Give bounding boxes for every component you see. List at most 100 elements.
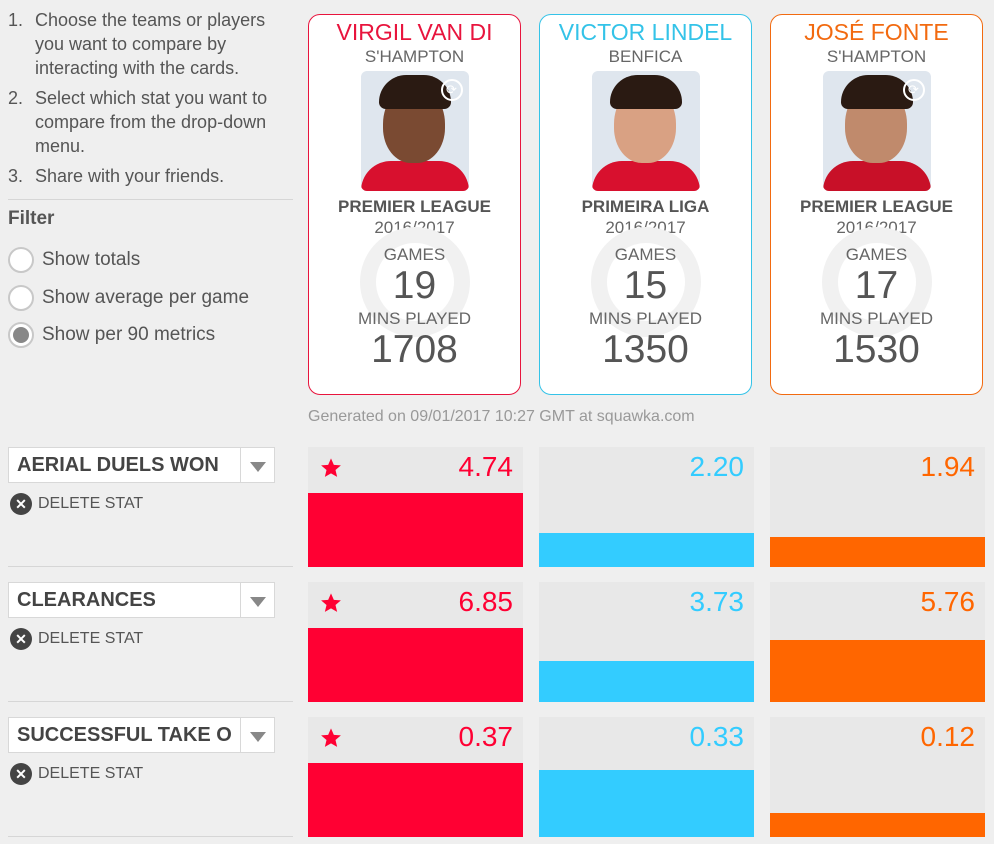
stat-bar-fill bbox=[770, 640, 985, 702]
delete-stat-label: DELETE STAT bbox=[38, 765, 144, 782]
stat-bar-cell: 6.85 bbox=[308, 582, 523, 702]
instruction-item: 2. Select which stat you want to compare … bbox=[8, 88, 268, 156]
player-photo[interactable]: ⟳ bbox=[360, 71, 469, 191]
games-value: 17 bbox=[854, 264, 899, 307]
instructions: 1. Choose the teams or players you want t… bbox=[8, 8, 293, 194]
stat-value: 0.33 bbox=[689, 721, 745, 752]
stat-value: 1.94 bbox=[920, 451, 976, 482]
mins-value: 1708 bbox=[371, 328, 458, 371]
divider bbox=[8, 836, 293, 837]
league-name: PREMIER LEAGUE bbox=[337, 197, 492, 216]
close-icon[interactable]: ✕ bbox=[10, 763, 32, 785]
player-name: VIRGIL VAN DI bbox=[336, 19, 493, 45]
star-icon bbox=[320, 457, 342, 479]
stat-value: 4.74 bbox=[458, 451, 514, 482]
chevron-down-icon[interactable] bbox=[240, 448, 274, 482]
player-photo[interactable]: ⟳ bbox=[822, 71, 931, 191]
stat-value: 2.20 bbox=[689, 451, 745, 482]
stat-bar-cell: 2.20 bbox=[539, 447, 754, 567]
stat-bar-cell: 1.94 bbox=[770, 447, 985, 567]
shirt-shape bbox=[360, 161, 469, 191]
league-name: PRIMEIRA LIGA bbox=[581, 197, 710, 216]
stat-bar-cell: 3.73 bbox=[539, 582, 754, 702]
stat-bar-cell: 4.74 bbox=[308, 447, 523, 567]
delete-stat-label: DELETE STAT bbox=[38, 630, 144, 647]
stat-value: 0.12 bbox=[920, 721, 976, 752]
stat-bar-cell: 0.37 bbox=[308, 717, 523, 837]
hair-shape bbox=[840, 75, 913, 109]
stat-value: 3.73 bbox=[689, 586, 745, 617]
mins-value: 1530 bbox=[833, 328, 920, 371]
radio-button[interactable] bbox=[8, 247, 34, 273]
radio-button[interactable] bbox=[8, 285, 34, 311]
close-icon[interactable]: ✕ bbox=[10, 493, 32, 515]
delete-stat-button[interactable]: ✕ DELETE STAT bbox=[10, 763, 143, 785]
stat-bar-cell: 0.12 bbox=[770, 717, 985, 837]
instruction-item: 3. Share with your friends. bbox=[8, 166, 225, 186]
divider bbox=[8, 199, 293, 200]
stat-bar-cell: 0.33 bbox=[539, 717, 754, 837]
stat-bar-cell: 5.76 bbox=[770, 582, 985, 702]
stat-bar-fill bbox=[308, 763, 523, 837]
shirt-shape bbox=[591, 161, 700, 191]
radio-label: Show per 90 metrics bbox=[42, 324, 216, 345]
swap-icon[interactable]: ⟳ bbox=[440, 79, 463, 101]
team-name: S'HAMPTON bbox=[364, 47, 465, 66]
stat-dropdown-value: AERIAL DUELS WON bbox=[17, 454, 219, 476]
games-label: GAMES bbox=[614, 245, 677, 264]
radio-label: Show average per game bbox=[42, 287, 250, 308]
mins-value: 1350 bbox=[602, 328, 689, 371]
radio-button[interactable] bbox=[8, 322, 34, 348]
games-label: GAMES bbox=[845, 245, 908, 264]
player-photo[interactable] bbox=[591, 71, 700, 191]
stat-dropdown[interactable]: SUCCESSFUL TAKE O bbox=[8, 717, 275, 753]
games-label: GAMES bbox=[383, 245, 446, 264]
divider bbox=[8, 566, 293, 567]
team-name: BENFICA bbox=[608, 47, 683, 66]
player-name: VICTOR LINDEL bbox=[558, 19, 733, 45]
stat-dropdown-value: SUCCESSFUL TAKE O bbox=[17, 724, 232, 746]
hair-shape bbox=[609, 75, 682, 109]
mins-label: MINS PLAYED bbox=[357, 309, 472, 328]
mins-label: MINS PLAYED bbox=[819, 309, 934, 328]
league-name: PREMIER LEAGUE bbox=[799, 197, 954, 216]
chevron-down-icon[interactable] bbox=[240, 718, 274, 752]
hair-shape bbox=[378, 75, 451, 109]
mins-label: MINS PLAYED bbox=[588, 309, 703, 328]
close-icon[interactable]: ✕ bbox=[10, 628, 32, 650]
divider bbox=[8, 701, 293, 702]
chevron-down-icon[interactable] bbox=[240, 583, 274, 617]
team-name: S'HAMPTON bbox=[826, 47, 927, 66]
stat-bar-fill bbox=[539, 770, 754, 837]
radio-show-totals[interactable]: Show totals bbox=[8, 247, 140, 273]
stat-dropdown[interactable]: AERIAL DUELS WON bbox=[8, 447, 275, 483]
star-icon bbox=[320, 592, 342, 614]
stat-bar-fill bbox=[308, 493, 523, 567]
swap-icon[interactable]: ⟳ bbox=[902, 79, 925, 101]
generated-timestamp: Generated on 09/01/2017 10:27 GMT at squ… bbox=[308, 408, 695, 425]
stat-value: 5.76 bbox=[920, 586, 976, 617]
games-value: 15 bbox=[623, 264, 668, 307]
radio-label: Show totals bbox=[42, 249, 141, 270]
star-icon bbox=[320, 727, 342, 749]
player-card[interactable]: JOSÉ FONTE S'HAMPTON ⟳ PREMIER LEAGUE 20… bbox=[770, 14, 983, 395]
delete-stat-button[interactable]: ✕ DELETE STAT bbox=[10, 628, 143, 650]
delete-stat-label: DELETE STAT bbox=[38, 495, 144, 512]
stat-dropdown[interactable]: CLEARANCES bbox=[8, 582, 275, 618]
stat-value: 0.37 bbox=[458, 721, 514, 752]
stat-bar-fill bbox=[539, 533, 754, 567]
player-name: JOSÉ FONTE bbox=[804, 19, 949, 45]
stat-bar-fill bbox=[308, 628, 523, 702]
instruction-item: 1. Choose the teams or players you want t… bbox=[8, 10, 266, 78]
radio-show-average[interactable]: Show average per game bbox=[8, 285, 249, 311]
player-card[interactable]: VIRGIL VAN DI S'HAMPTON ⟳ PREMIER LEAGUE… bbox=[308, 14, 521, 395]
games-value: 19 bbox=[392, 264, 437, 307]
stat-bar-fill bbox=[539, 661, 754, 702]
stat-bar-fill bbox=[770, 537, 985, 567]
delete-stat-button[interactable]: ✕ DELETE STAT bbox=[10, 493, 143, 515]
radio-show-per-90[interactable]: Show per 90 metrics bbox=[8, 322, 215, 348]
filter-title: Filter bbox=[8, 208, 55, 229]
shirt-shape bbox=[822, 161, 931, 191]
player-card[interactable]: VICTOR LINDEL BENFICA PRIMEIRA LIGA 2016… bbox=[539, 14, 752, 395]
stat-bar-fill bbox=[770, 813, 985, 837]
